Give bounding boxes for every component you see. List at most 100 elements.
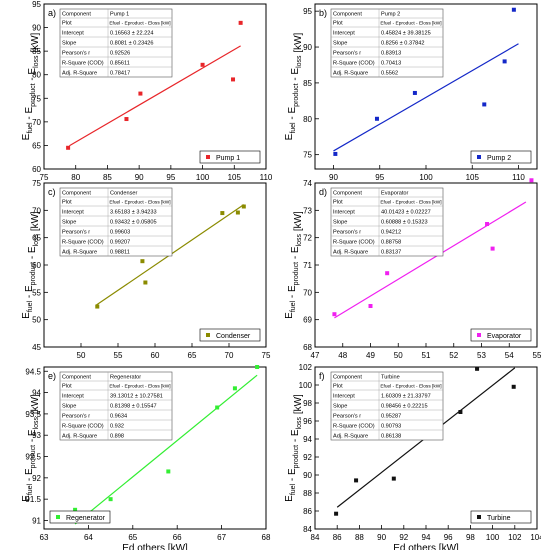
stats-row-label: Pearson's r [62, 230, 90, 236]
stats-row-label: Slope [333, 41, 347, 47]
y-label-subscript: product [293, 445, 300, 468]
stats-row-value: 0.932 [110, 424, 124, 430]
legend-box [49, 510, 111, 524]
legend: Evaporator [470, 328, 532, 342]
legend-label: Regenerator [66, 515, 106, 522]
legend-marker [477, 515, 481, 519]
stats-row-value: 0.92526 [110, 51, 130, 57]
stats-row-value: 0.90793 [381, 424, 401, 430]
x-tick-label: 68 [262, 533, 271, 542]
stats-row-label: Component [62, 12, 91, 18]
y-tick-label: 88 [303, 489, 312, 498]
data-point [124, 117, 129, 122]
x-tick-label: 64 [84, 533, 93, 542]
y-label-part: [kW] [293, 32, 304, 55]
stats-row-value: 0.5562 [381, 71, 398, 77]
stats-row-label: Intercept [62, 210, 84, 216]
y-label-subscript: loss [296, 55, 303, 68]
y-tick-label: 75 [32, 94, 41, 103]
stats-row-value: 0.70413 [381, 61, 401, 67]
legend-marker [56, 515, 60, 519]
data-point [73, 507, 78, 512]
x-tick-label: 110 [260, 173, 273, 182]
legend-label: Evaporator [487, 333, 522, 340]
stats-row-value: 0.83137 [381, 250, 401, 256]
y-tick-label: 74 [303, 179, 312, 188]
stats-box [59, 8, 173, 78]
data-point [482, 102, 487, 107]
panel-label: a) [48, 8, 56, 18]
stats-row-label: Component [62, 375, 91, 381]
y-label-part: - E [24, 468, 35, 484]
y-axis-label: Efuel - Eproduct - Eloss [kW] [21, 394, 41, 502]
stats-row-label: R-Square (COD) [62, 61, 104, 67]
stats-row-value: 3.65183 ± 3.94233 [110, 210, 157, 216]
panel-label: f) [319, 371, 325, 381]
y-label-part: E [284, 312, 295, 319]
stats-row-value: 0.83913 [381, 51, 401, 57]
stats-row-value: Regenerator [110, 375, 141, 381]
y-axis-label: Efuel - Eproduct - Eloss [kW] [284, 32, 304, 140]
x-tick-label: 47 [311, 351, 320, 360]
stats-row-label: Plot [333, 200, 343, 206]
y-label-part: - E [287, 106, 298, 122]
data-point [502, 59, 507, 64]
stats-row-label: Intercept [333, 31, 355, 37]
y-label-part: - E [27, 68, 38, 84]
legend-box [199, 328, 261, 342]
data-point [334, 511, 339, 516]
stats-row-label: Slope [62, 404, 76, 410]
y-label-part: [kW] [30, 211, 41, 234]
y-tick-label: 73 [303, 206, 312, 215]
stats-row-value: 0.99603 [110, 230, 130, 236]
y-tick-label: 94.5 [25, 367, 41, 376]
data-point [458, 410, 463, 414]
data-point [215, 405, 220, 410]
stats-row-value: 40.01423 ± 0.02227 [381, 210, 431, 216]
x-tick-label: 95 [375, 173, 384, 182]
stats-row-label: Plot [62, 21, 72, 27]
stats-row-label: Plot [62, 384, 72, 390]
data-point [231, 77, 236, 82]
y-label-part: [kW] [293, 211, 304, 234]
y-tick-label: 93 [32, 431, 41, 440]
y-tick-label: 70 [32, 206, 41, 215]
y-tick-label: 86 [303, 507, 312, 516]
stats-row-value: 0.95287 [381, 414, 401, 420]
data-point [511, 7, 516, 12]
x-tick-label: 55 [533, 351, 541, 360]
stats-row-value: 0.8256 ± 0.37842 [381, 41, 425, 47]
stats-row-value: Efuel - Eproduct - Eloss [kW] [380, 21, 441, 27]
y-tick-label: 98 [303, 399, 312, 408]
data-point [368, 304, 373, 308]
stats-box [59, 187, 173, 257]
x-tick-label: 110 [512, 173, 525, 182]
stats-row-value: 0.9634 [110, 414, 127, 420]
data-point [412, 90, 417, 95]
y-label-subscript: product [293, 83, 300, 106]
y-label-subscript: product [30, 83, 37, 106]
data-point [143, 280, 148, 285]
x-tick-label: 90 [329, 173, 338, 182]
stats-row-value: 0.78417 [110, 71, 130, 77]
stats-row-label: Component [333, 12, 362, 18]
y-tick-label: 65 [32, 141, 41, 150]
legend-box [470, 510, 532, 524]
y-label-subscript: fuel [27, 300, 34, 312]
x-tick-label: 102 [508, 533, 522, 542]
y-label-subscript: loss [296, 416, 303, 429]
x-tick-label: 75 [262, 351, 271, 360]
data-point [332, 312, 337, 317]
stats-row-label: R-Square (COD) [333, 61, 375, 67]
stats-box [59, 371, 173, 441]
y-label-part: E [21, 495, 32, 502]
data-point [235, 210, 240, 215]
y-label-part: - E [290, 68, 301, 84]
stats-row-label: Plot [62, 200, 72, 206]
stats-box [330, 371, 444, 441]
legend-label: Turbine [487, 515, 511, 522]
y-tick-label: 65 [32, 234, 41, 243]
data-point [66, 145, 71, 150]
stats-table: Component Pump 1 Plot Efuel - Eproduct - El… [59, 8, 173, 78]
